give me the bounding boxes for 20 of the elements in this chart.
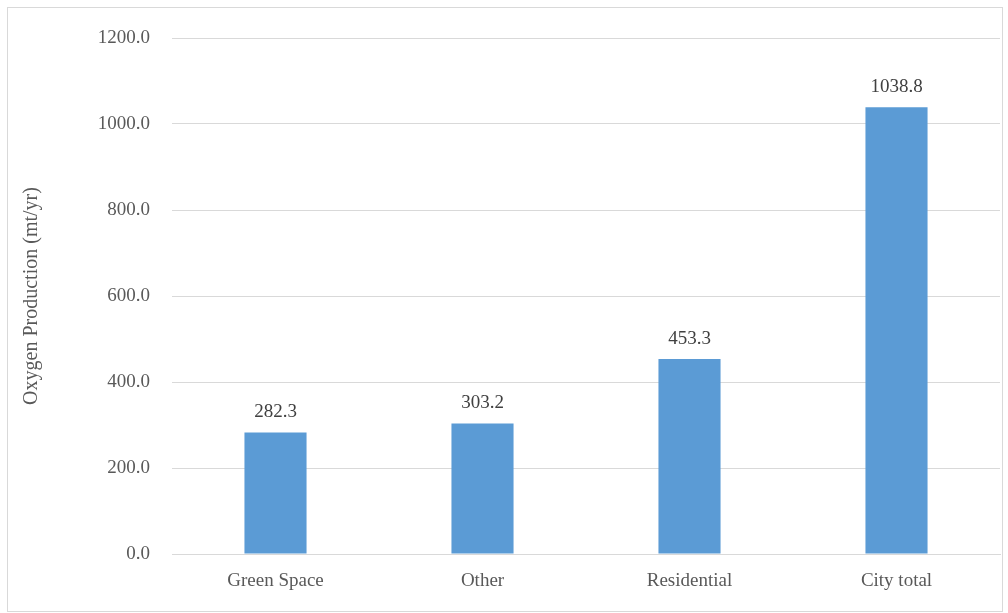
bar: [865, 107, 928, 554]
data-label: 453.3: [668, 326, 711, 348]
y-tick-label: 1200.0: [97, 25, 150, 47]
y-tick-label: 400.0: [107, 369, 150, 391]
x-tick-label: City total: [860, 569, 933, 591]
y-tick-label: 0.0: [126, 541, 150, 563]
y-tick-label: 200.0: [107, 455, 150, 477]
y-tick-label: 600.0: [107, 283, 150, 305]
x-tick-label: Green Space: [227, 569, 324, 591]
data-label: 282.3: [254, 400, 297, 422]
bar: [244, 432, 307, 554]
bar: [451, 423, 514, 554]
x-tick-label: Residential: [646, 569, 733, 591]
data-label: 303.2: [461, 391, 504, 413]
y-axis-title: Oxygen Production (mt/yr): [19, 187, 43, 405]
data-label: 1038.8: [870, 74, 923, 96]
y-tick-label: 800.0: [107, 197, 150, 219]
y-tick-label: 1000.0: [97, 111, 150, 133]
bar: [658, 359, 721, 554]
x-tick-label: Other: [460, 569, 505, 591]
